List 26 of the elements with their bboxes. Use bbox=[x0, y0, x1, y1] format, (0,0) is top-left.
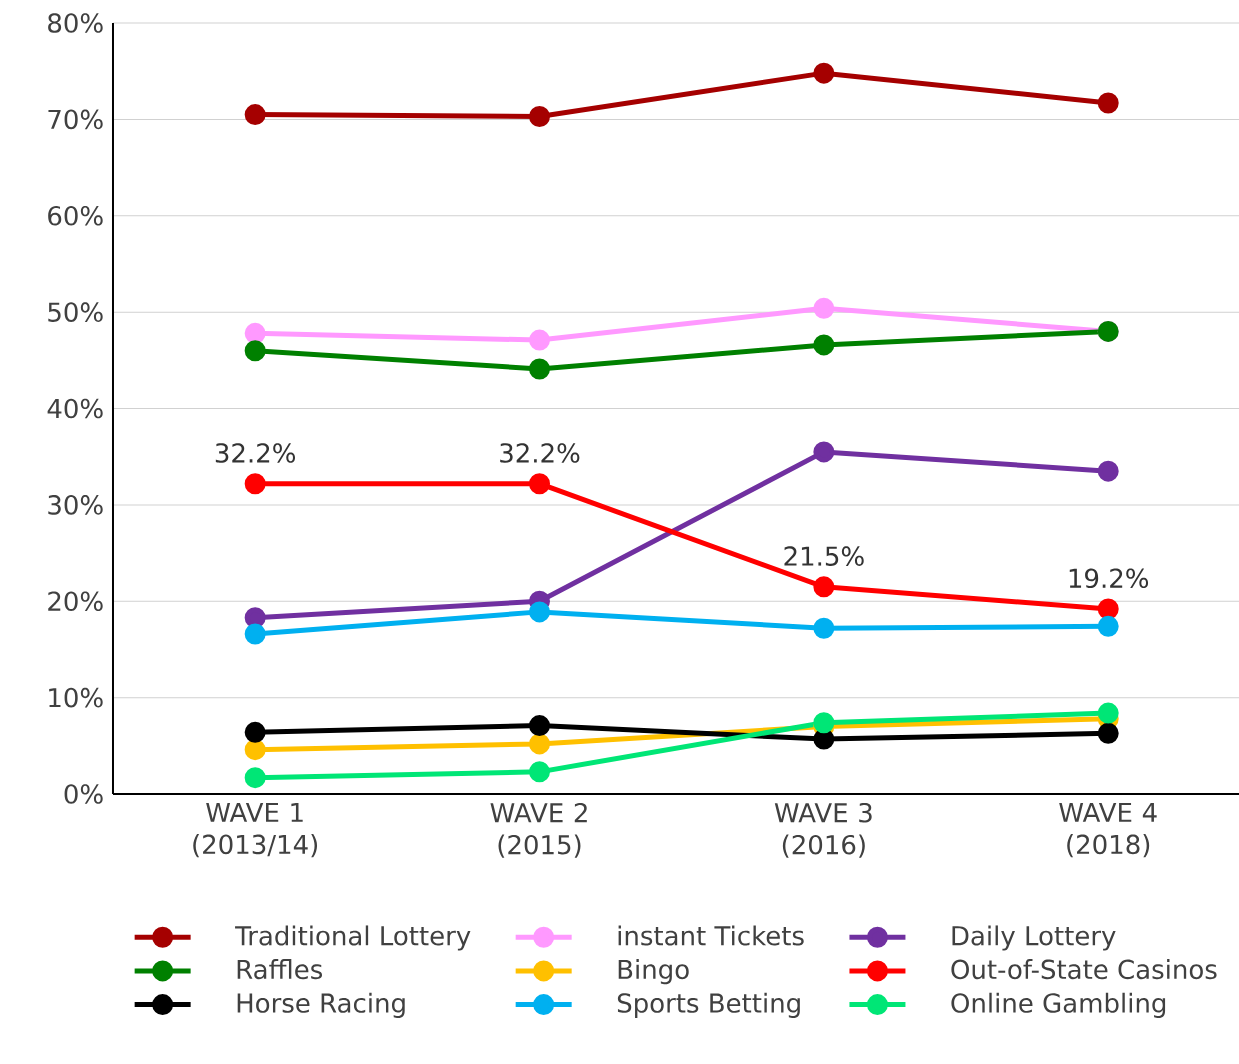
x-tick-label: WAVE 3 (2016) bbox=[774, 802, 872, 858]
legend-label: Daily Lottery bbox=[952, 925, 1116, 951]
legend-label: Out-of-State Casinos bbox=[951, 959, 1217, 980]
data-label: 32.2% bbox=[500, 443, 580, 463]
legend-label: Traditional Lottery bbox=[235, 925, 471, 951]
legend-label: Raffles bbox=[237, 959, 323, 980]
y-tick-label: 30% bbox=[48, 495, 103, 515]
legend-label: Horse Racing bbox=[237, 992, 405, 1018]
y-tick-label: 70% bbox=[48, 109, 103, 130]
y-tick-label: 80% bbox=[48, 13, 103, 33]
data-label: 19.2% bbox=[1069, 568, 1149, 589]
x-tick-label: WAVE 4 (2018) bbox=[1059, 802, 1157, 858]
y-tick-label: 40% bbox=[47, 398, 103, 419]
legend-label: Online Gambling bbox=[951, 992, 1166, 1018]
y-tick-label: 60% bbox=[48, 205, 103, 226]
y-tick-label: 50% bbox=[48, 302, 103, 322]
legend-label: Sports Betting bbox=[617, 992, 800, 1018]
data-label: 21.5% bbox=[784, 546, 864, 566]
legend-label: instant Tickets bbox=[618, 925, 804, 946]
x-tick-label: WAVE 1 (2013/14) bbox=[193, 802, 318, 858]
y-tick-label: 20% bbox=[48, 591, 103, 612]
legend-label: Bingo bbox=[618, 959, 689, 985]
y-tick-label: 0% bbox=[64, 784, 103, 804]
data-label: 32.2% bbox=[215, 443, 296, 463]
x-tick-label: WAVE 2 (2015) bbox=[490, 802, 587, 858]
y-tick-label: 10% bbox=[49, 687, 103, 708]
